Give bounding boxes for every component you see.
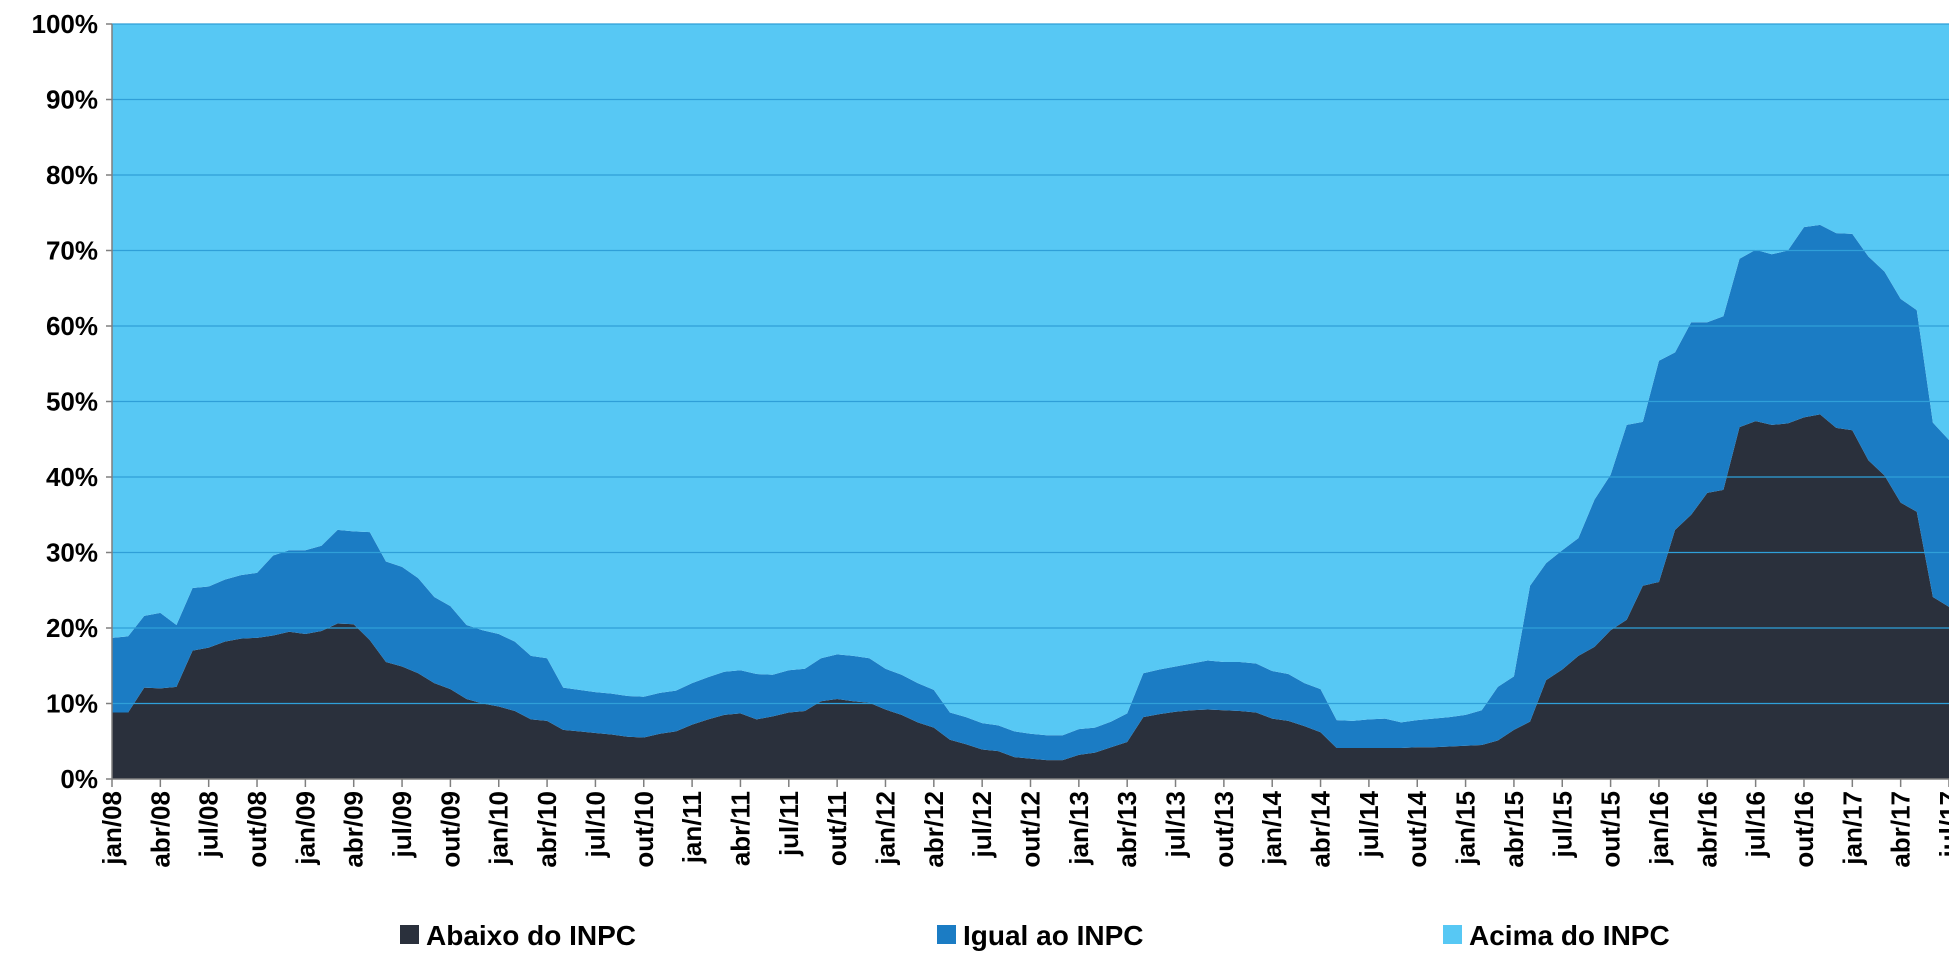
y-tick-label: 50% — [46, 387, 98, 417]
y-tick-label: 40% — [46, 462, 98, 492]
x-tick-label: jul/09 — [387, 791, 417, 858]
x-tick-label: abr/16 — [1692, 791, 1722, 868]
x-tick-label: out/15 — [1596, 791, 1626, 868]
x-tick-labels: jan/08 abr/08 jul/08 out/08 jan/09 abr/09 jul/… — [97, 790, 1949, 867]
x-tick-label: jan/10 — [484, 791, 514, 866]
area-igual-ao-inpc — [112, 224, 1949, 761]
x-tick-label: jul/15 — [1547, 791, 1577, 858]
area-abaixo-do-inpc — [112, 414, 1949, 779]
x-tick-label: abr/10 — [532, 791, 562, 868]
legend-swatch — [1443, 925, 1462, 944]
y-tick-label: 70% — [46, 236, 98, 266]
x-tick-label: jan/13 — [1064, 791, 1094, 866]
x-tick-label: jan/17 — [1837, 791, 1867, 866]
x-tick-label: out/14 — [1402, 790, 1432, 867]
x-tick-label: out/09 — [435, 791, 465, 868]
x-tick-label: abr/08 — [145, 791, 175, 868]
x-tick-label: abr/12 — [919, 791, 949, 868]
x-tick-label: out/16 — [1789, 791, 1819, 868]
x-tick-label: out/08 — [242, 791, 272, 868]
y-tick-label: 0% — [60, 764, 98, 794]
x-tick-label: abr/14 — [1306, 790, 1336, 867]
x-tick-label: jan/12 — [870, 791, 900, 866]
x-tick-label: abr/09 — [339, 791, 369, 868]
x-tick-label: jul/16 — [1741, 791, 1771, 858]
legend-swatch — [937, 925, 956, 944]
y-tick-label: 100% — [32, 9, 99, 39]
x-tick-label: jul/10 — [580, 791, 610, 858]
x-tick-label: jul/13 — [1161, 791, 1191, 858]
x-tick-label: jan/11 — [677, 791, 707, 864]
x-tick-label: jan/15 — [1451, 791, 1481, 866]
x-tick-label: jul/17 — [1934, 791, 1949, 858]
x-tick-label: jan/08 — [97, 791, 127, 866]
legend-label: Igual ao INPC — [963, 920, 1143, 951]
y-tick-label: 20% — [46, 613, 98, 643]
y-tick-label: 80% — [46, 160, 98, 190]
area-acima-do-inpc — [112, 24, 1949, 736]
legend-swatch — [400, 925, 419, 944]
axes — [106, 23, 1949, 787]
legend-label: Acima do INPC — [1469, 920, 1670, 951]
x-tick-label: jul/11 — [774, 791, 804, 857]
y-tick-label: 90% — [46, 85, 98, 115]
x-tick-label: abr/13 — [1112, 791, 1142, 868]
x-tick-label: out/12 — [1016, 791, 1046, 868]
y-tick-label: 60% — [46, 311, 98, 341]
y-tick-label: 30% — [46, 538, 98, 568]
y-tick-labels: 0% 10% 20% 30% 40% 50% 60% 70% 80% 90% 100% — [32, 9, 99, 794]
legend: Abaixo do INPC Igual ao INPC Acima do INPC — [400, 920, 1670, 951]
x-tick-label: jan/14 — [1257, 790, 1287, 865]
legend-label: Abaixo do INPC — [426, 920, 636, 951]
x-tick-label: out/13 — [1209, 791, 1239, 868]
y-tick-label: 10% — [46, 689, 98, 719]
x-tick-label: abr/11 — [725, 791, 755, 866]
x-tick-label: jan/09 — [290, 791, 320, 866]
x-tick-label: jul/12 — [967, 791, 997, 858]
x-tick-label: jul/08 — [194, 791, 224, 858]
x-tick-label: abr/15 — [1499, 791, 1529, 868]
gridlines — [112, 23, 1949, 705]
area-series — [112, 24, 1949, 779]
x-tick-label: jul/14 — [1354, 790, 1384, 858]
x-tick-label: jan/16 — [1644, 791, 1674, 866]
x-tick-label: abr/17 — [1886, 791, 1916, 868]
x-tick-label: out/11 — [822, 791, 852, 866]
x-tick-label: out/10 — [629, 791, 659, 868]
